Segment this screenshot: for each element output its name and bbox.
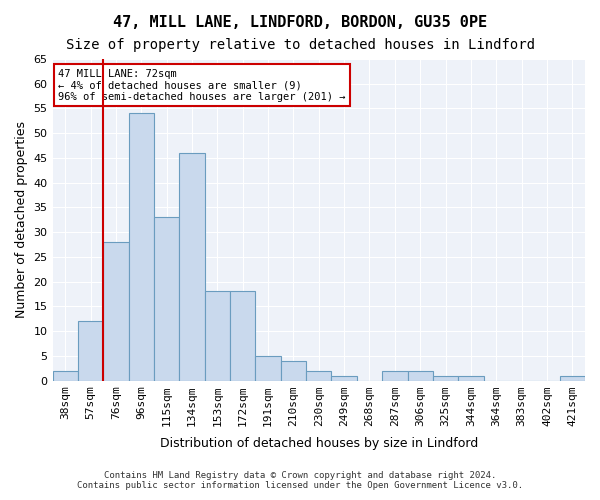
Bar xyxy=(205,292,230,380)
Bar xyxy=(560,376,585,380)
Bar xyxy=(281,360,306,380)
Text: Contains HM Land Registry data © Crown copyright and database right 2024.
Contai: Contains HM Land Registry data © Crown c… xyxy=(77,470,523,490)
Bar xyxy=(230,292,256,380)
Bar xyxy=(382,370,407,380)
Bar xyxy=(103,242,128,380)
Bar xyxy=(154,218,179,380)
Bar xyxy=(331,376,357,380)
Bar xyxy=(53,370,78,380)
Bar xyxy=(458,376,484,380)
Bar xyxy=(407,370,433,380)
Bar xyxy=(179,153,205,380)
Bar xyxy=(433,376,458,380)
Bar xyxy=(306,370,331,380)
Bar xyxy=(128,114,154,380)
Text: 47, MILL LANE, LINDFORD, BORDON, GU35 0PE: 47, MILL LANE, LINDFORD, BORDON, GU35 0P… xyxy=(113,15,487,30)
Y-axis label: Number of detached properties: Number of detached properties xyxy=(15,122,28,318)
Bar xyxy=(256,356,281,380)
Bar xyxy=(78,321,103,380)
Text: 47 MILL LANE: 72sqm
← 4% of detached houses are smaller (9)
96% of semi-detached: 47 MILL LANE: 72sqm ← 4% of detached hou… xyxy=(58,68,346,102)
X-axis label: Distribution of detached houses by size in Lindford: Distribution of detached houses by size … xyxy=(160,437,478,450)
Text: Size of property relative to detached houses in Lindford: Size of property relative to detached ho… xyxy=(65,38,535,52)
